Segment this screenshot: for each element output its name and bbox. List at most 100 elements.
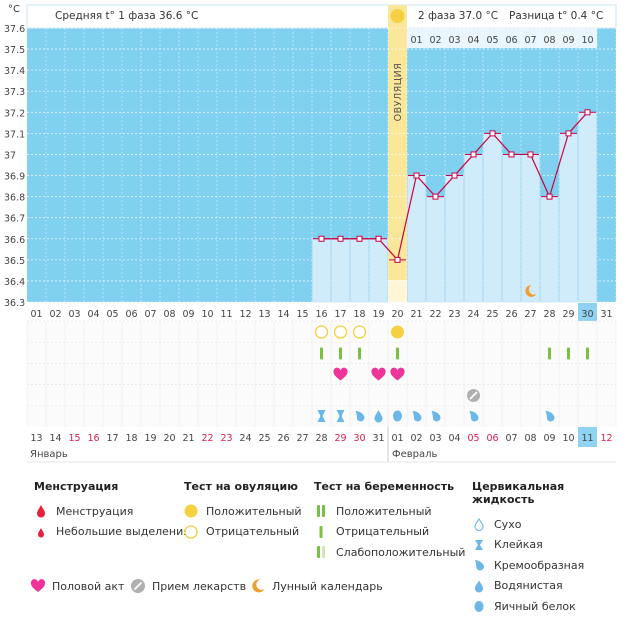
legend-item: Положительный bbox=[314, 501, 465, 522]
legend-menstruation: Менструация Менструация Небольшие выделе… bbox=[34, 480, 190, 542]
calendar-date-label: 16 bbox=[87, 433, 99, 444]
temperature-point[interactable] bbox=[470, 151, 477, 158]
cycle-day-label: 15 bbox=[296, 309, 308, 320]
legend-title: Тест на беременность bbox=[314, 480, 455, 493]
temperature-point[interactable] bbox=[527, 151, 534, 158]
pregnancy-test-negative-icon bbox=[567, 347, 570, 360]
ovulation-base bbox=[388, 280, 407, 302]
phase2-day-label: 02 bbox=[429, 35, 441, 46]
cycle-day-label: 10 bbox=[201, 309, 213, 320]
y-tick-label: 37.3 bbox=[4, 87, 25, 98]
calendar-date-label: 25 bbox=[258, 433, 270, 444]
temperature-point[interactable] bbox=[546, 193, 553, 200]
phase2-day-label: 01 bbox=[410, 35, 422, 46]
legend-item: Сухо bbox=[472, 514, 626, 535]
cycle-day-label: 31 bbox=[600, 309, 612, 320]
pregnancy-faint-icon bbox=[317, 546, 325, 559]
y-tick-label: 37.5 bbox=[4, 45, 25, 56]
cycle-day-label: 19 bbox=[372, 309, 384, 320]
creamy-icon bbox=[431, 411, 441, 422]
temperature-point[interactable] bbox=[356, 235, 363, 242]
temperature-point[interactable] bbox=[375, 235, 382, 242]
cycle-day-label: 24 bbox=[467, 309, 479, 320]
y-tick-label: 37.4 bbox=[4, 66, 25, 77]
today-cell bbox=[578, 427, 597, 447]
legend-title: Тест на овуляцию bbox=[184, 480, 298, 493]
temperature-bar bbox=[445, 175, 464, 303]
temperature-bar bbox=[331, 238, 350, 303]
calendar-date-label: 21 bbox=[182, 433, 194, 444]
calendar-date-label: 23 bbox=[220, 433, 232, 444]
calendar-date-label: 02 bbox=[410, 433, 422, 444]
cycle-day-label: 12 bbox=[239, 309, 251, 320]
temperature-point[interactable] bbox=[337, 235, 344, 242]
header-bar bbox=[26, 4, 617, 29]
moon-icon bbox=[252, 579, 265, 593]
legend-title: Цервикальная жидкость bbox=[472, 480, 565, 506]
calendar-date-label: 24 bbox=[239, 433, 251, 444]
heart-icon bbox=[30, 579, 46, 592]
y-tick-label: 37.2 bbox=[4, 108, 25, 119]
phase2-day-label: 06 bbox=[505, 35, 517, 46]
legend-item: Яичный белок bbox=[472, 596, 626, 617]
y-tick-label: 36.7 bbox=[4, 214, 25, 225]
sticky-icon bbox=[317, 410, 326, 422]
spotting-drop-icon bbox=[38, 527, 44, 538]
temperature-point[interactable] bbox=[508, 151, 515, 158]
legend-lunar: Лунный календарь bbox=[250, 578, 383, 594]
legend-item: Кремообразная bbox=[472, 555, 626, 576]
calendar-date-label: 04 bbox=[448, 433, 460, 444]
creamy-icon bbox=[469, 411, 479, 422]
pregnancy-test-negative-icon bbox=[339, 347, 342, 360]
month-label-february: Февраль bbox=[392, 449, 438, 460]
calendar-date-label: 12 bbox=[600, 433, 612, 444]
calendar-date-label: 01 bbox=[391, 433, 403, 444]
calendar-date-label: 03 bbox=[429, 433, 441, 444]
cycle-day-label: 16 bbox=[315, 309, 327, 320]
temperature-bar bbox=[578, 112, 597, 303]
temperature-point[interactable] bbox=[318, 235, 325, 242]
calendar-date-label: 29 bbox=[334, 433, 346, 444]
y-tick-label: 36.9 bbox=[4, 172, 25, 183]
temperature-point[interactable] bbox=[432, 193, 439, 200]
calendar-date-label: 18 bbox=[125, 433, 137, 444]
phase2-day-label: 07 bbox=[524, 35, 536, 46]
pregnancy-test-negative-icon bbox=[320, 347, 323, 360]
y-tick-label: 36.5 bbox=[4, 256, 25, 267]
legend-title: Менструация bbox=[34, 480, 119, 493]
cycle-day-label: 05 bbox=[106, 309, 118, 320]
month-label-january: Январь bbox=[30, 449, 68, 460]
temperature-bar bbox=[540, 196, 559, 303]
calendar-date-label: 06 bbox=[486, 433, 498, 444]
creamy-icon bbox=[412, 411, 422, 422]
temperature-point[interactable] bbox=[489, 130, 496, 137]
temperature-bar bbox=[312, 238, 331, 303]
bbt-chart: 36.3 36.4 36.5 36.6 36.7 36.8 36.9 37 37.1 37.2 37… bbox=[4, 4, 617, 463]
calendar-date-label: 20 bbox=[163, 433, 175, 444]
heart-icon bbox=[333, 367, 348, 381]
pill-icon bbox=[131, 579, 145, 593]
legend-intercourse: Половой акт bbox=[30, 578, 124, 594]
temperature-bar bbox=[502, 154, 521, 303]
temperature-point[interactable] bbox=[584, 109, 591, 116]
cycle-day-label: 07 bbox=[144, 309, 156, 320]
heart-icon bbox=[371, 367, 386, 381]
temperature-point[interactable] bbox=[565, 130, 572, 137]
ovulation-test-positive-icon bbox=[391, 325, 404, 339]
calendar-date-label: 30 bbox=[353, 433, 365, 444]
temperature-point[interactable] bbox=[394, 256, 401, 263]
ovulation-test-negative-icon bbox=[333, 325, 348, 339]
cycle-day-label: 14 bbox=[277, 309, 289, 320]
temperature-point[interactable] bbox=[413, 172, 420, 179]
temperature-bar bbox=[464, 154, 483, 303]
cycle-day-label: 02 bbox=[49, 309, 61, 320]
cycle-day-label: 06 bbox=[125, 309, 137, 320]
legend-item: Водянистая bbox=[472, 576, 626, 597]
temperature-point[interactable] bbox=[451, 172, 458, 179]
calendar-date-label: 17 bbox=[106, 433, 118, 444]
phase2-average: 2 фаза 37.0 °C bbox=[418, 10, 498, 22]
phase2-day-label: 09 bbox=[562, 35, 574, 46]
dry-icon bbox=[474, 518, 484, 532]
cycle-day-label: 04 bbox=[87, 309, 99, 320]
calendar-date-label: 13 bbox=[30, 433, 42, 444]
